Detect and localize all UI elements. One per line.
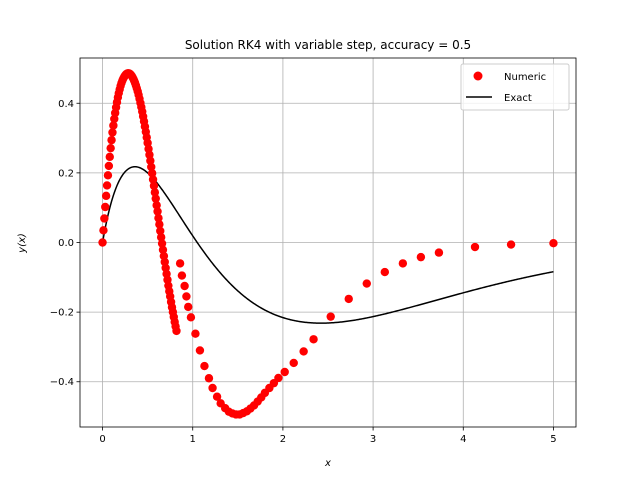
x-tick-label: 2 xyxy=(280,434,286,445)
numeric-point xyxy=(416,252,426,262)
numeric-point xyxy=(208,383,217,393)
numeric-point xyxy=(147,169,157,178)
numeric-point xyxy=(362,279,371,288)
numeric-point xyxy=(326,312,335,321)
y-axis: −0.4 −0.2 0.0 0.2 0.4 xyxy=(50,99,80,388)
legend: Numeric Exact xyxy=(460,63,570,111)
x-tick-label: 1 xyxy=(190,434,196,445)
numeric-point xyxy=(212,392,222,401)
numeric-point xyxy=(150,188,160,197)
numeric-point xyxy=(101,191,111,201)
legend-box xyxy=(460,63,570,111)
y-tick-label: −0.4 xyxy=(50,377,74,388)
numeric-point xyxy=(184,302,193,312)
numeric-point xyxy=(108,128,117,137)
numeric-point xyxy=(274,373,283,383)
chart-title: Solution RK4 with variable step, accurac… xyxy=(185,38,471,52)
numeric-point xyxy=(146,156,155,165)
legend-exact-label: Exact xyxy=(504,93,532,104)
numeric-point xyxy=(398,259,408,268)
numeric-point xyxy=(289,358,298,368)
numeric-point xyxy=(147,162,156,172)
numeric-point xyxy=(106,143,115,153)
x-axis: 0 1 2 3 4 5 xyxy=(99,427,557,445)
numeric-point xyxy=(434,248,444,257)
numeric-point xyxy=(153,207,162,216)
numeric-point xyxy=(102,181,112,190)
numeric-point xyxy=(200,361,209,371)
numeric-point xyxy=(299,347,308,356)
numeric-point xyxy=(155,220,164,229)
numeric-point xyxy=(156,226,165,236)
numeric-point xyxy=(101,202,110,212)
numeric-markers xyxy=(98,69,558,419)
numeric-point xyxy=(506,240,516,249)
numeric-point xyxy=(549,239,558,248)
numeric-point xyxy=(104,161,114,171)
numeric-point xyxy=(380,267,390,277)
numeric-point xyxy=(158,245,168,255)
y-tick-label: 0.2 xyxy=(58,168,74,179)
numeric-point xyxy=(344,294,353,304)
y-tick-label: 0.4 xyxy=(58,99,74,110)
numeric-point xyxy=(107,135,116,145)
numeric-point xyxy=(204,374,214,383)
legend-numeric-marker xyxy=(473,71,483,81)
x-tick-label: 5 xyxy=(550,434,556,445)
numeric-point xyxy=(195,346,205,355)
numeric-point xyxy=(99,226,108,235)
numeric-point xyxy=(470,242,480,252)
numeric-point xyxy=(109,121,118,130)
x-axis-label: x xyxy=(324,458,331,469)
y-tick-label: 0.0 xyxy=(58,238,74,249)
numeric-point xyxy=(180,281,189,291)
exact-line-layer xyxy=(101,165,554,324)
numeric-point xyxy=(309,335,318,344)
x-tick-label: 4 xyxy=(460,434,466,445)
numeric-point xyxy=(100,214,109,223)
x-tick-label: 3 xyxy=(370,434,376,445)
exact-line xyxy=(101,165,554,324)
numeric-point xyxy=(156,233,166,242)
numeric-point xyxy=(103,171,113,180)
numeric-point xyxy=(149,181,159,190)
numeric-point xyxy=(157,239,167,248)
y-axis-label: y(x) xyxy=(17,233,28,254)
numeric-point xyxy=(154,213,163,223)
numeric-point xyxy=(98,238,107,247)
numeric-point xyxy=(152,201,161,210)
y-tick-label: −0.2 xyxy=(50,308,74,319)
numeric-point xyxy=(172,326,181,336)
numeric-point xyxy=(151,194,160,203)
numeric-point xyxy=(191,329,200,338)
numeric-point xyxy=(175,259,185,268)
numeric-point xyxy=(148,175,158,184)
legend-numeric-label: Numeric xyxy=(504,72,546,83)
numeric-point xyxy=(177,271,187,280)
x-tick-label: 0 xyxy=(99,434,105,445)
numeric-point xyxy=(186,313,196,322)
numeric-point xyxy=(105,152,114,162)
numeric-point xyxy=(182,292,191,301)
numeric-point xyxy=(280,367,289,377)
